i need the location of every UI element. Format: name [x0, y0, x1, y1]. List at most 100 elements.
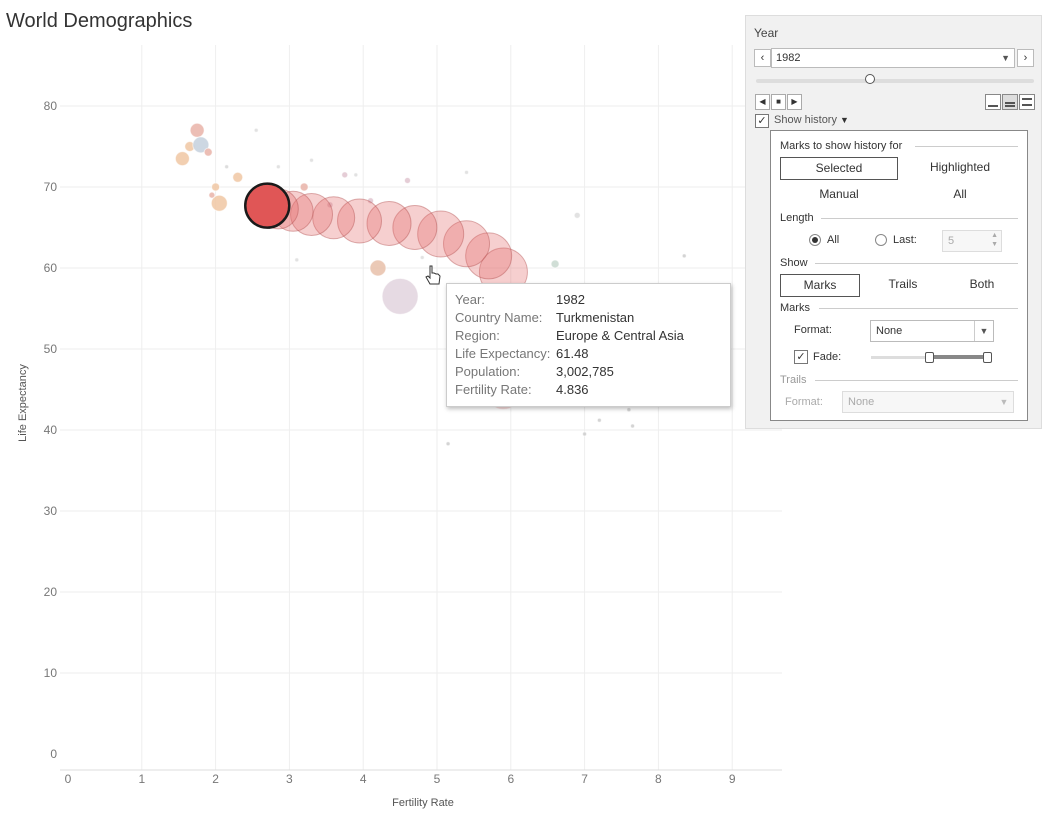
trails-format-select[interactable]: None ▼ [842, 391, 1014, 413]
y-tick-label: 0 [50, 747, 57, 761]
marks-option-manual[interactable]: Manual [819, 187, 859, 201]
speed-slow-button[interactable] [985, 94, 1001, 110]
tooltip-value: Europe & Central Asia [556, 328, 684, 343]
data-point [573, 211, 581, 219]
tooltip-key: Fertility Rate: [455, 382, 532, 397]
year-slider-track[interactable] [756, 79, 1034, 83]
history-trail-mark [312, 196, 356, 240]
chevron-down-icon: ▼ [1001, 53, 1010, 63]
x-tick-label: 4 [360, 772, 367, 786]
prev-year-button[interactable]: ‹ [754, 49, 771, 67]
tooltip-value: 1982 [556, 292, 585, 307]
tooltip-value: 61.48 [556, 346, 589, 361]
divider [915, 146, 1018, 147]
x-tick-label: 0 [65, 772, 72, 786]
x-tick-label: 7 [581, 772, 588, 786]
marks-option-highlighted[interactable]: Highlighted [929, 160, 991, 174]
year-slider-thumb[interactable] [865, 74, 875, 84]
data-point [353, 172, 359, 178]
data-point [582, 431, 588, 437]
marks-format-label: Format: [794, 324, 832, 336]
speed-medium-icon [1005, 102, 1015, 107]
tooltip-key: Population: [455, 364, 521, 379]
x-tick-label: 6 [507, 772, 514, 786]
y-tick-label: 80 [44, 99, 58, 113]
speed-fast-button[interactable] [1019, 94, 1035, 110]
speed-fast-icon [1022, 98, 1032, 106]
data-point [445, 441, 451, 447]
x-tick-label: 8 [655, 772, 662, 786]
play-forward-button[interactable]: ▶ [787, 94, 802, 110]
length-last-label: Last: [893, 234, 917, 246]
speed-medium-button[interactable] [1002, 94, 1018, 110]
play-backward-button[interactable]: ◀ [755, 94, 770, 110]
play-forward-icon: ▶ [791, 97, 798, 106]
chart-ticks: 0 1 2 3 4 5 6 7 8 9 0 10 20 30 40 50 60 70 80 [44, 99, 736, 786]
next-year-button[interactable]: › [1017, 49, 1034, 67]
tooltip: Year: 1982 Country Name: Turkmenistan Region… [446, 283, 731, 407]
history-trail-mark [366, 200, 412, 246]
stop-icon: ■ [776, 97, 781, 106]
history-popup: Marks to show history for Selected Highl… [770, 130, 1028, 421]
show-option-marks[interactable]: Marks [780, 274, 860, 297]
data-point [630, 423, 636, 429]
checkmark-icon: ✓ [757, 115, 767, 127]
data-point [403, 177, 411, 185]
data-point [203, 147, 213, 157]
fade-label: Fade: [813, 351, 842, 363]
data-point [626, 407, 632, 413]
length-all-label: All [827, 234, 840, 246]
chevron-down-icon: ▼ [999, 397, 1009, 407]
caret-down-icon: ▼ [840, 115, 849, 125]
marks-option-selected[interactable]: Selected [780, 157, 898, 180]
marks-section-heading: Marks [780, 302, 810, 314]
data-point [550, 259, 560, 269]
show-history-label: Show history [774, 114, 837, 126]
show-option-trails[interactable]: Trails [888, 277, 918, 291]
tooltip-key: Year: [455, 292, 485, 307]
fade-slider-min-thumb[interactable] [925, 352, 934, 363]
history-trail-mark [290, 193, 334, 237]
x-tick-label: 9 [729, 772, 736, 786]
y-tick-label: 10 [44, 666, 58, 680]
fade-slider-max-thumb[interactable] [983, 352, 992, 363]
y-tick-label: 50 [44, 342, 58, 356]
highlighted-mark [244, 182, 291, 229]
trails-heading: Trails [780, 374, 807, 386]
data-point [681, 253, 687, 259]
history-trail-mark [465, 232, 513, 280]
tooltip-key: Region: [455, 328, 500, 343]
data-point [299, 182, 309, 192]
trails-format-value: None [848, 396, 875, 408]
show-history-checkbox[interactable]: ✓ [755, 114, 769, 128]
x-tick-label: 1 [138, 772, 145, 786]
divider [821, 218, 1018, 219]
data-point [464, 169, 470, 175]
y-tick-label: 70 [44, 180, 58, 194]
chart-grid [60, 45, 782, 771]
year-select[interactable]: 1982 ▼ [771, 48, 1015, 68]
length-all-radio[interactable] [809, 234, 821, 246]
show-option-both[interactable]: Both [969, 277, 995, 291]
stop-button[interactable]: ■ [771, 94, 786, 110]
data-point [381, 277, 419, 315]
marks-option-all[interactable]: All [953, 187, 967, 201]
show-history-toggle[interactable]: Show history ▼ [774, 114, 849, 126]
data-point [253, 127, 259, 133]
fade-checkbox[interactable]: ✓ [794, 350, 808, 364]
divider [819, 308, 1018, 309]
data-point [174, 151, 190, 167]
history-trail-mark [392, 205, 438, 250]
x-axis-label: Fertility Rate [392, 797, 454, 809]
tooltip-value: Turkmenistan [556, 310, 635, 325]
length-heading: Length [780, 212, 814, 224]
chevron-down-icon: ▼ [974, 321, 993, 341]
marks-format-select[interactable]: None ▼ [870, 320, 994, 342]
page-title: World Demographics [6, 10, 193, 32]
data-point [232, 171, 244, 183]
spinner-icon: ▲ ▼ [991, 232, 998, 248]
data-point [369, 259, 387, 277]
y-axis-label: Life Expectancy [17, 364, 29, 442]
length-last-radio[interactable] [875, 234, 887, 246]
length-last-input[interactable]: 5 ▲ ▼ [942, 230, 1002, 252]
